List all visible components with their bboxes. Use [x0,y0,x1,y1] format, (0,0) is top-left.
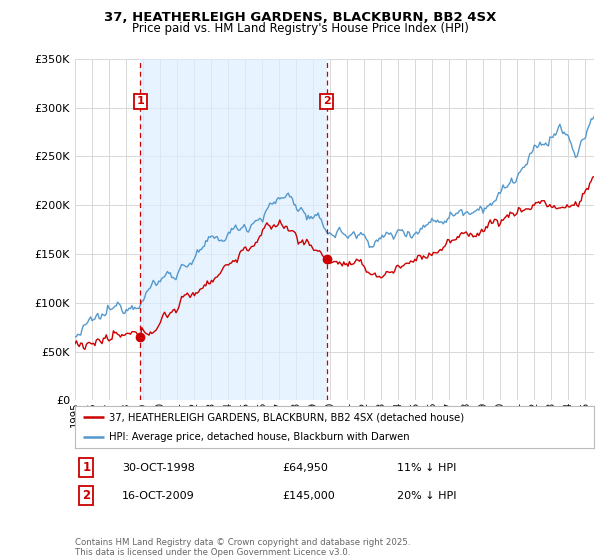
Text: Price paid vs. HM Land Registry's House Price Index (HPI): Price paid vs. HM Land Registry's House … [131,22,469,35]
Text: 37, HEATHERLEIGH GARDENS, BLACKBURN, BB2 4SX (detached house): 37, HEATHERLEIGH GARDENS, BLACKBURN, BB2… [109,412,464,422]
Text: 30-OCT-1998: 30-OCT-1998 [122,463,194,473]
Text: HPI: Average price, detached house, Blackburn with Darwen: HPI: Average price, detached house, Blac… [109,432,409,442]
Text: 11% ↓ HPI: 11% ↓ HPI [397,463,456,473]
Text: 1: 1 [82,461,91,474]
Text: 2: 2 [323,96,331,106]
Text: 16-OCT-2009: 16-OCT-2009 [122,491,194,501]
Text: £145,000: £145,000 [283,491,335,501]
Text: 37, HEATHERLEIGH GARDENS, BLACKBURN, BB2 4SX: 37, HEATHERLEIGH GARDENS, BLACKBURN, BB2… [104,11,496,24]
Text: 2: 2 [82,489,91,502]
Text: 20% ↓ HPI: 20% ↓ HPI [397,491,456,501]
Bar [140,59,326,400]
Text: 1: 1 [136,96,144,106]
Text: Contains HM Land Registry data © Crown copyright and database right 2025.
This d: Contains HM Land Registry data © Crown c… [75,538,410,557]
Text: £64,950: £64,950 [283,463,328,473]
